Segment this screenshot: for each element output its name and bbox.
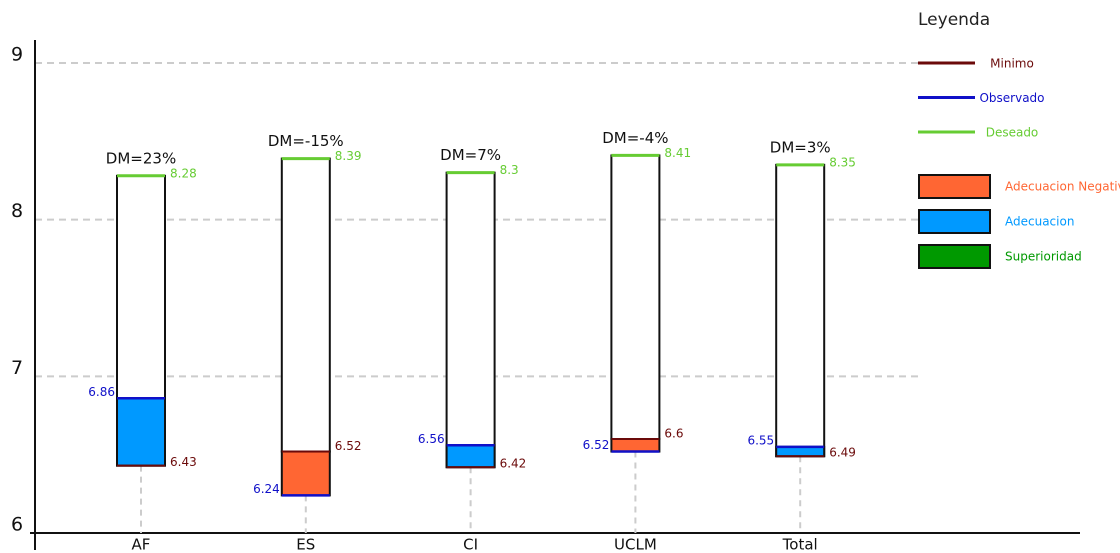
- legend-box: [918, 174, 991, 199]
- legend-label: Adecuacion Negativa: [1005, 180, 1120, 194]
- y-tick-label: 8: [11, 200, 23, 222]
- y-tick-label: 7: [11, 357, 23, 379]
- x-tick-label: Total: [782, 536, 818, 553]
- observado-label: 6.24: [253, 482, 280, 496]
- range-bar: [445, 171, 496, 469]
- legend-box: [918, 244, 991, 269]
- minimo-label: 6.42: [500, 457, 527, 471]
- x-tick-label: CI: [463, 536, 478, 553]
- legend-label: Deseado: [986, 126, 1039, 140]
- observado-label: 6.52: [583, 438, 610, 452]
- y-tick-label: 6: [11, 514, 23, 536]
- range-bar: [775, 163, 826, 458]
- gap-box: [116, 397, 166, 467]
- y-tick-label: 9: [11, 44, 23, 66]
- deseado-label: 8.41: [664, 146, 691, 160]
- gap-box: [280, 450, 331, 497]
- dm-label: DM=3%: [770, 138, 831, 156]
- x-tick-label: UCLM: [614, 536, 657, 553]
- range-bar: [610, 154, 661, 441]
- observado-label: 6.56: [418, 432, 445, 446]
- legend-box: [918, 209, 991, 234]
- legend-label: Superioridad: [1005, 250, 1082, 264]
- legend-title: Leyenda: [918, 10, 990, 30]
- minimo-label: 6.6: [664, 427, 683, 441]
- x-tick-label: AF: [132, 536, 151, 553]
- minimo-label: 6.52: [335, 439, 362, 453]
- deseado-label: 8.35: [829, 155, 856, 169]
- minimo-label: 6.43: [170, 455, 197, 469]
- x-tick-label: ES: [296, 536, 315, 553]
- dm-label: DM=7%: [440, 146, 501, 164]
- deseado-label: 8.28: [170, 166, 197, 180]
- range-bar: [280, 157, 331, 453]
- minimo-label: 6.49: [829, 446, 856, 460]
- legend-label: Observado: [979, 91, 1044, 105]
- observado-label: 6.55: [747, 433, 774, 447]
- legend-label: Adecuacion: [1005, 215, 1074, 229]
- observado-label: 6.86: [88, 385, 115, 399]
- dm-label: DM=-15%: [268, 132, 344, 150]
- dm-label: DM=-4%: [602, 129, 668, 147]
- gap-box: [445, 444, 496, 469]
- gap-box: [610, 438, 661, 453]
- deseado-label: 8.39: [335, 149, 362, 163]
- deseado-label: 8.3: [500, 163, 519, 177]
- dm-label: DM=23%: [106, 149, 176, 167]
- legend-label: Minimo: [990, 57, 1034, 71]
- gap-box: [775, 445, 826, 458]
